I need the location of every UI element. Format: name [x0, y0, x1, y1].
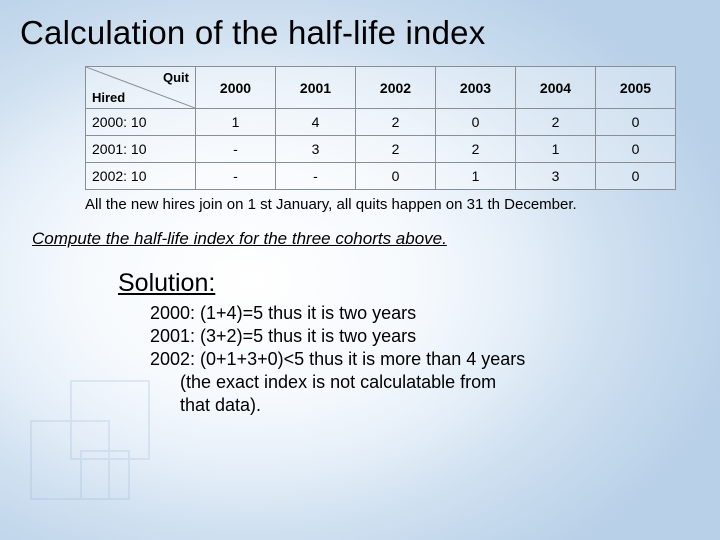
cell: 0 — [596, 163, 676, 190]
cell: 1 — [196, 109, 276, 136]
col-header: 2001 — [276, 67, 356, 109]
col-header: 2003 — [436, 67, 516, 109]
col-header: 2005 — [596, 67, 676, 109]
cell: 0 — [436, 109, 516, 136]
row-label: 2000: 10 — [86, 109, 196, 136]
exercise-prompt: Compute the half-life index for the thre… — [32, 229, 694, 249]
cell: 1 — [436, 163, 516, 190]
row-label: 2001: 10 — [86, 136, 196, 163]
cell: 3 — [516, 163, 596, 190]
solution-line: 2001: (3+2)=5 thus it is two years — [150, 325, 700, 348]
cell: 2 — [356, 136, 436, 163]
corner-top-label: Quit — [163, 70, 189, 85]
row-label: 2002: 10 — [86, 163, 196, 190]
solution-line: 2002: (0+1+3+0)<5 thus it is more than 4… — [150, 348, 700, 371]
col-header: 2002 — [356, 67, 436, 109]
cell: 0 — [356, 163, 436, 190]
data-table-wrap: Quit Hired 2000 2001 2002 2003 2004 2005… — [85, 66, 670, 190]
cell: 3 — [276, 136, 356, 163]
corner-bottom-label: Hired — [92, 90, 125, 105]
col-header: 2004 — [516, 67, 596, 109]
table-row: 2000: 10 1 4 2 0 2 0 — [86, 109, 676, 136]
table-row: 2002: 10 - - 0 1 3 0 — [86, 163, 676, 190]
cell: 2 — [516, 109, 596, 136]
cell: 1 — [516, 136, 596, 163]
solution-line: 2000: (1+4)=5 thus it is two years — [150, 302, 700, 325]
table-header-row: Quit Hired 2000 2001 2002 2003 2004 2005 — [86, 67, 676, 109]
col-header: 2000 — [196, 67, 276, 109]
cell: - — [196, 163, 276, 190]
solution-heading: Solution: — [118, 269, 700, 298]
slide: Calculation of the half-life index Quit … — [0, 0, 720, 540]
data-table: Quit Hired 2000 2001 2002 2003 2004 2005… — [85, 66, 676, 190]
cell: 2 — [436, 136, 516, 163]
cell: 0 — [596, 136, 676, 163]
solution-line: (the exact index is not calculatable fro… — [150, 371, 700, 394]
cell: 0 — [596, 109, 676, 136]
cell: 2 — [356, 109, 436, 136]
page-title: Calculation of the half-life index — [20, 14, 700, 52]
cell: 4 — [276, 109, 356, 136]
cell: - — [196, 136, 276, 163]
table-corner-cell: Quit Hired — [86, 67, 196, 109]
cell: - — [276, 163, 356, 190]
table-row: 2001: 10 - 3 2 2 1 0 — [86, 136, 676, 163]
table-note: All the new hires join on 1 st January, … — [85, 196, 700, 213]
solution-body: 2000: (1+4)=5 thus it is two years 2001:… — [150, 302, 700, 417]
solution-line: that data). — [150, 394, 700, 417]
